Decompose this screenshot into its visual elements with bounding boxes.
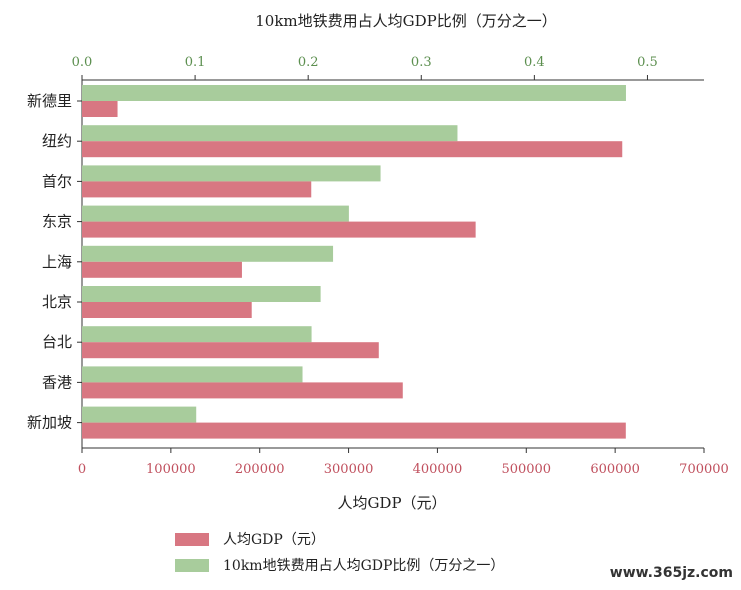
bottom-tick-label: 700000: [679, 462, 729, 477]
bottom-tick-label: 300000: [324, 462, 374, 477]
category-label: 上海: [42, 253, 72, 271]
bar-ratio: [82, 245, 334, 262]
top-axis-title: 10km地铁费用占人均GDP比例（万分之一）: [255, 12, 557, 30]
top-tick-label: 0.3: [411, 55, 432, 70]
category-label: 新德里: [27, 92, 72, 110]
legend-label-ratio: 10km地铁费用占人均GDP比例（万分之一）: [223, 558, 505, 574]
category-label: 新加坡: [27, 414, 72, 432]
bar-ratio: [82, 326, 312, 343]
bar-ratio: [82, 165, 381, 182]
bottom-tick-label: 100000: [146, 462, 196, 477]
bottom-tick-label: 400000: [413, 462, 463, 477]
bottom-tick-label: 0: [78, 462, 86, 477]
bars: [82, 85, 626, 439]
bar-gdp: [82, 302, 252, 318]
bar-ratio: [82, 406, 197, 423]
bar-gdp: [82, 422, 626, 439]
bottom-tick-label: 200000: [235, 462, 285, 477]
legend-label-gdp: 人均GDP（元）: [223, 532, 325, 548]
category-label: 香港: [42, 373, 72, 391]
legend-item-gdp: 人均GDP（元）: [175, 526, 504, 552]
legend-swatch-gdp: [175, 532, 209, 546]
bar-chart: 10km地铁费用占人均GDP比例（万分之一） 0.0 0.1 0.2 0.3 0.4 0.…: [27, 12, 729, 512]
top-tick-label: 0.4: [524, 55, 545, 70]
category-label: 台北: [42, 333, 72, 351]
bar-ratio: [82, 205, 349, 222]
bar-gdp: [82, 101, 118, 117]
legend-swatch-ratio: [175, 558, 209, 572]
top-tick-label: 0.1: [185, 55, 206, 70]
bar-ratio: [82, 85, 626, 101]
bar-ratio: [82, 366, 303, 383]
bar-gdp: [82, 181, 312, 198]
category-label: 东京: [42, 213, 72, 231]
bar-gdp: [82, 382, 403, 399]
legend-item-ratio: 10km地铁费用占人均GDP比例（万分之一）: [175, 552, 504, 578]
bar-gdp: [82, 141, 623, 158]
category-label: 首尔: [42, 172, 72, 190]
bottom-tick-label: 600000: [590, 462, 640, 477]
top-tick-label: 0.2: [298, 55, 319, 70]
legend: 人均GDP（元） 10km地铁费用占人均GDP比例（万分之一）: [175, 526, 504, 578]
bar-ratio: [82, 125, 458, 142]
bar-ratio: [82, 286, 321, 302]
bar-gdp: [82, 221, 476, 238]
bar-gdp: [82, 342, 379, 359]
bottom-axis: 0 100000 200000 300000 400000 500000 600000 700…: [78, 80, 729, 477]
top-axis: 0.0 0.1 0.2 0.3 0.4 0.5: [72, 55, 704, 81]
category-label: 纽约: [42, 132, 72, 150]
top-tick-label: 0.0: [72, 55, 93, 70]
bar-gdp: [82, 261, 242, 278]
bottom-tick-label: 500000: [501, 462, 551, 477]
top-tick-label: 0.5: [637, 55, 658, 70]
category-label: 北京: [42, 293, 72, 311]
watermark: www.365jz.com: [609, 565, 733, 581]
bottom-axis-title: 人均GDP（元）: [337, 494, 446, 512]
